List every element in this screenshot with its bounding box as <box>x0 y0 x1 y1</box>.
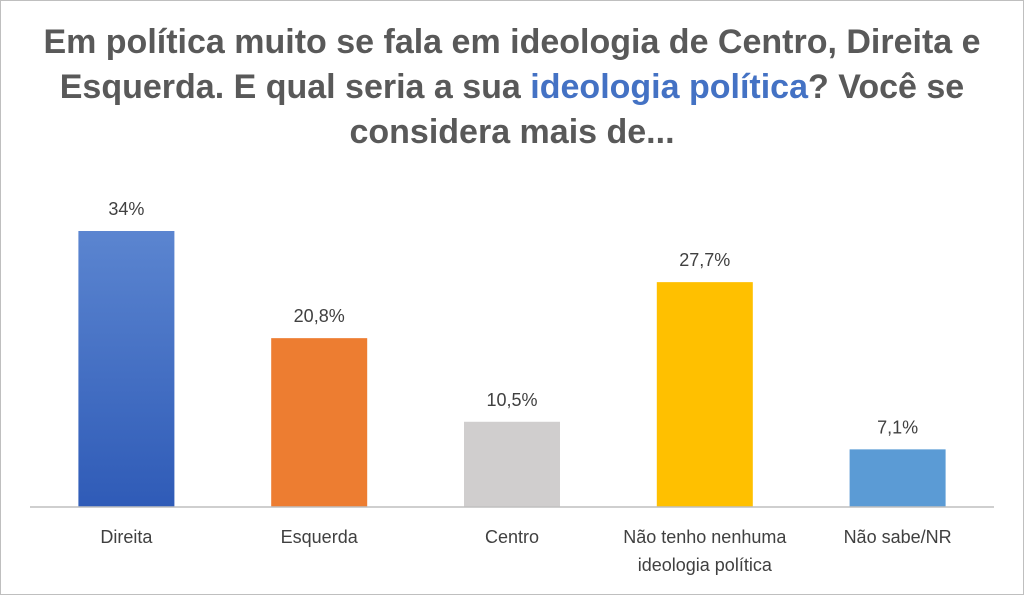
chart-title: Em política muito se fala em ideologia d… <box>40 20 984 155</box>
category-label-1-0: Esquerda <box>281 527 359 547</box>
title-highlight: ideologia política <box>530 68 808 106</box>
bar-2 <box>464 421 560 507</box>
data-label-2: 10,5% <box>486 390 537 410</box>
title-text-1: Em política muito se fala em ideologia d… <box>43 23 981 106</box>
title-text-2: ? Você se considera mais de... <box>349 68 965 151</box>
data-label-0: 34% <box>108 199 144 219</box>
category-label-0-0: Direita <box>100 527 153 547</box>
bar-1 <box>271 338 368 507</box>
data-label-1: 20,8% <box>294 306 345 326</box>
bar-3 <box>656 282 753 507</box>
data-label-3: 27,7% <box>679 250 730 270</box>
bar-0 <box>78 231 175 507</box>
category-label-2-0: Centro <box>485 527 539 547</box>
category-label-3-1: ideologia política <box>638 555 773 575</box>
data-label-4: 7,1% <box>877 417 918 437</box>
category-label-3-0: Não tenho nenhuma <box>623 527 787 547</box>
bar-4 <box>849 449 946 507</box>
category-label-4-0: Não sabe/NR <box>844 527 952 547</box>
